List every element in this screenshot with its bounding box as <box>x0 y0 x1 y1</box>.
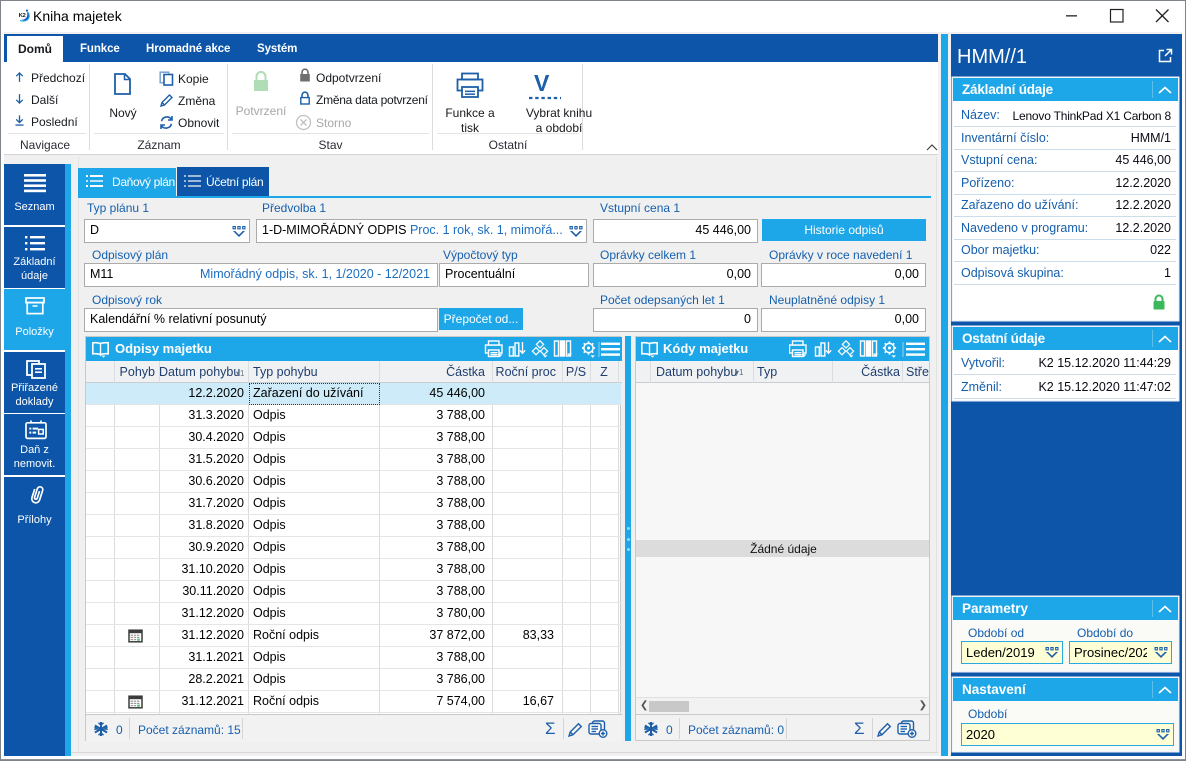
svg-text:K2: K2 <box>19 13 27 19</box>
